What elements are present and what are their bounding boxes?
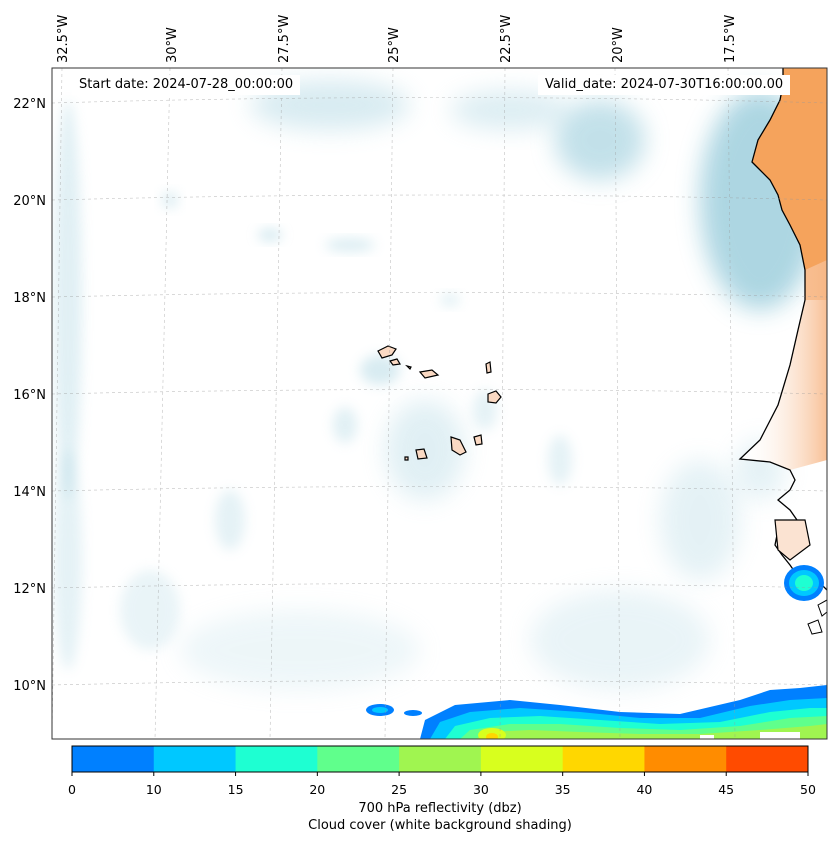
africa-mainland: [738, 68, 827, 635]
colorbar-tick-label: 20: [309, 782, 326, 797]
colorbar-subtitle: Cloud cover (white background shading): [308, 818, 572, 833]
lat-label: 16°N: [13, 388, 46, 403]
colorbar-tick-label: 15: [227, 782, 244, 797]
colorbar-tick-label: 10: [145, 782, 162, 797]
colorbar-cell: [317, 746, 400, 772]
latitude-labels: 22°N 20°N 18°N 16°N 14°N 12°N 10°N: [13, 97, 46, 694]
lon-label: 20°W: [611, 27, 626, 63]
colorbar-cell: [153, 746, 237, 772]
valid-date-label: Valid_date: 2024-07-30T16:00:00.00: [538, 75, 791, 95]
colorbar-cell: [644, 746, 727, 772]
lon-label: 30°W: [165, 27, 180, 63]
colorbar-cell: [72, 746, 155, 772]
longitude-labels: 32.5°W 30°W 27.5°W 25°W 22.5°W 20°W 17.5…: [56, 15, 738, 63]
cape-verde-islands: [377, 345, 502, 461]
lat-label: 22°N: [13, 97, 46, 112]
lon-label: 25°W: [387, 27, 402, 63]
colorbar-title: 700 hPa reflectivity (dbz): [358, 801, 522, 816]
lon-label: 22.5°W: [499, 15, 514, 63]
lat-label: 18°N: [13, 291, 46, 306]
lat-label: 14°N: [13, 485, 46, 500]
colorbar-cell: [480, 746, 564, 772]
lat-label: 20°N: [13, 194, 46, 209]
lat-label: 12°N: [13, 582, 46, 597]
colorbar-tick-label: 25: [391, 782, 408, 797]
map-frame: [51, 67, 828, 740]
colorbar-tick-label: 35: [554, 782, 571, 797]
colorbar-tick-label: 40: [636, 782, 653, 797]
colorbar-cell: [726, 746, 809, 772]
lat-label: 10°N: [13, 679, 46, 694]
colorbar-tick-label: 0: [68, 782, 76, 797]
lon-label: 32.5°W: [56, 15, 71, 63]
colorbar-tick-label: 50: [800, 782, 816, 797]
colorbar: [71, 745, 809, 776]
colorbar-tick-marks: [71, 772, 809, 776]
colorbar-tick-label: 45: [718, 782, 735, 797]
reflectivity-cells: [366, 565, 827, 739]
colorbar-tick-label: 30: [472, 782, 489, 797]
lon-label: 17.5°W: [723, 15, 738, 63]
start-date-label: Start date: 2024-07-28_00:00:00: [72, 75, 301, 95]
colorbar-cell: [399, 746, 482, 772]
graticule: [52, 68, 827, 739]
colorbar-frame: [71, 745, 809, 773]
lon-label: 27.5°W: [277, 15, 292, 63]
colorbar-cell: [235, 746, 318, 772]
colorbar-cell: [562, 746, 645, 772]
colorbar-cells: [72, 746, 809, 772]
